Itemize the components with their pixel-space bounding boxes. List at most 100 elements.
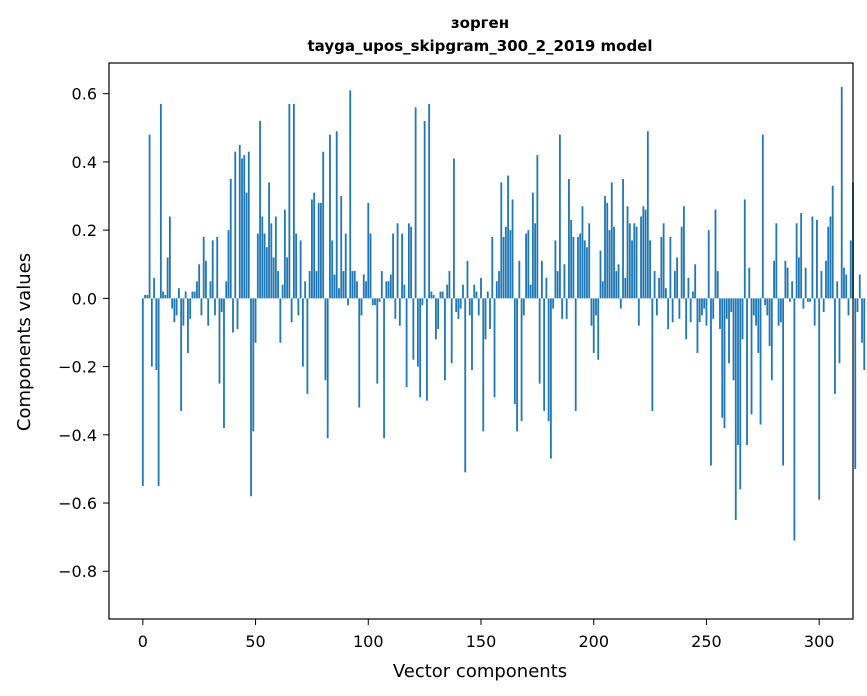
bar-component-93 [351, 271, 354, 299]
chart-subtitle: tayga_upos_skipgram_300_2_2019 model [308, 37, 653, 55]
bar-component-226 [651, 298, 654, 411]
bar-component-255 [716, 271, 719, 299]
bar-component-183 [554, 240, 557, 299]
bar-component-249 [703, 298, 706, 309]
bar-component-22 [191, 291, 194, 299]
bar-component-280 [773, 260, 775, 299]
bar-component-118 [407, 223, 410, 299]
bar-component-21 [189, 298, 192, 319]
bar-component-266 [741, 298, 744, 340]
bar-component-131 [437, 298, 440, 330]
bar-component-189 [568, 178, 570, 299]
bar-component-216 [628, 223, 631, 299]
bar-component-94 [353, 271, 356, 299]
bar-component-142 [462, 284, 464, 299]
bar-component-180 [547, 298, 550, 422]
bar-component-258 [723, 298, 726, 428]
bar-component-210 [615, 271, 618, 299]
bar-component-167 [518, 260, 521, 299]
bar-component-238 [678, 298, 681, 319]
bar-component-106 [380, 271, 383, 299]
bar-component-275 [761, 134, 764, 299]
bar-component-13 [171, 298, 174, 309]
bar-component-223 [644, 209, 647, 299]
bar-component-227 [653, 271, 656, 299]
bar-component-81 [324, 298, 327, 381]
bar-component-80 [322, 151, 325, 299]
bar-component-24 [196, 281, 198, 299]
bar-component-229 [658, 277, 661, 299]
bar-component-127 [428, 103, 431, 299]
bar-component-182 [552, 298, 555, 309]
bar-component-7 [157, 298, 160, 486]
bar-component-302 [822, 298, 825, 312]
bar-component-107 [383, 298, 385, 439]
bar-component-208 [610, 182, 613, 299]
bar-component-286 [786, 267, 789, 299]
bar-component-240 [683, 206, 685, 299]
bar-component-276 [764, 298, 766, 306]
x-axis-label: Vector components [393, 661, 567, 682]
bar-component-140 [457, 298, 460, 319]
bar-component-150 [480, 277, 482, 299]
bar-component-57 [270, 223, 273, 299]
bar-component-298 [813, 298, 816, 326]
bar-component-44 [241, 158, 243, 299]
bar-component-203 [599, 250, 602, 299]
bar-component-194 [579, 233, 582, 299]
bar-component-12 [168, 216, 171, 299]
bar-component-175 [536, 155, 539, 299]
bar-component-71 [301, 298, 304, 367]
bar-component-34 [218, 298, 221, 384]
y-axis-label: Components values [14, 253, 35, 431]
bar-component-82 [326, 298, 329, 439]
bar-component-296 [809, 298, 812, 302]
bar-component-270 [750, 298, 753, 415]
bar-component-157 [495, 281, 498, 299]
bar-component-72 [304, 281, 307, 299]
bar-component-74 [308, 271, 311, 299]
bar-component-39 [229, 178, 232, 299]
bar-component-173 [531, 192, 534, 299]
bar-component-217 [631, 240, 633, 299]
bar-component-149 [477, 298, 480, 316]
bar-component-146 [471, 298, 473, 370]
bar-component-47 [247, 151, 250, 299]
bar-component-245 [694, 264, 697, 299]
bar-component-242 [687, 277, 690, 299]
bar-component-174 [534, 223, 537, 299]
bar-component-168 [520, 298, 523, 422]
bar-component-43 [238, 144, 241, 299]
bar-component-33 [216, 236, 219, 299]
bar-component-309 [838, 298, 841, 364]
bar-component-311 [843, 267, 845, 299]
bar-component-273 [757, 298, 760, 353]
bar-component-285 [784, 260, 787, 299]
bar-component-78 [317, 202, 320, 299]
bar-component-38 [227, 230, 230, 299]
bar-component-11 [166, 257, 169, 299]
bar-component-42 [236, 298, 239, 330]
bar-component-199 [590, 298, 593, 326]
bar-component-187 [563, 264, 566, 299]
y-tick-label: 0.0 [72, 289, 97, 308]
bar-component-67 [292, 103, 295, 299]
bar-component-52 [259, 120, 261, 299]
bar-component-56 [268, 182, 270, 299]
bar-component-236 [673, 271, 676, 299]
bar-component-288 [791, 281, 794, 299]
y-tick-label: 0.6 [72, 85, 97, 104]
y-axis: −0.8 −0.6 −0.4 −0.2 0.0 0.2 0.4 0.6 [58, 85, 109, 581]
bar-component-54 [263, 233, 266, 299]
bar-component-248 [701, 298, 703, 316]
bar-component-8 [159, 103, 162, 299]
bar-component-40 [232, 298, 234, 333]
bar-component-264 [737, 298, 739, 446]
bar-component-58 [272, 257, 275, 299]
bar-component-112 [394, 298, 397, 319]
bar-component-66 [290, 298, 293, 323]
bar-component-214 [624, 277, 627, 299]
bar-component-300 [818, 298, 821, 500]
bar-component-237 [676, 257, 679, 299]
